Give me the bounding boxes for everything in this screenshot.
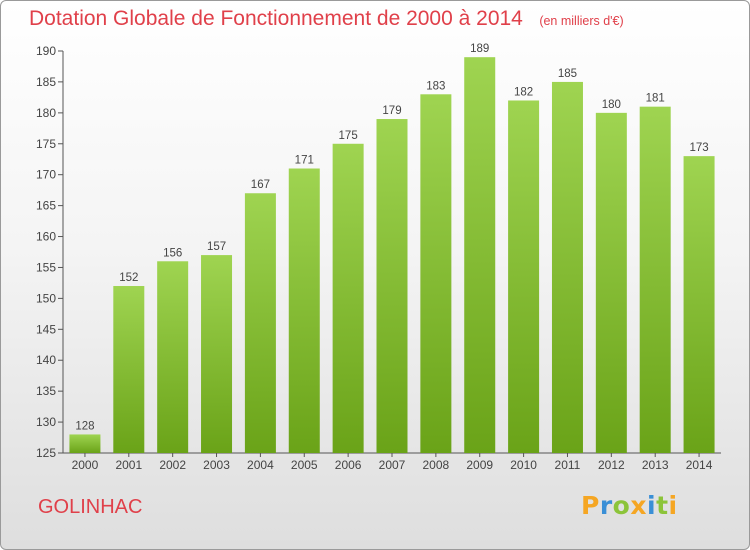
y-tick-label: 150 bbox=[36, 291, 56, 305]
bar bbox=[332, 143, 364, 453]
x-tick-label: 2008 bbox=[423, 458, 450, 472]
bar bbox=[113, 286, 145, 453]
bar bbox=[595, 112, 627, 453]
bar-value-label: 183 bbox=[426, 80, 445, 92]
y-tick-label: 170 bbox=[36, 168, 56, 182]
commune-name: GOLINHAC bbox=[38, 496, 143, 518]
y-tick-label: 130 bbox=[36, 415, 56, 429]
bars bbox=[69, 57, 715, 454]
x-tick-label: 2009 bbox=[466, 458, 493, 472]
x-tick-label: 2010 bbox=[510, 458, 537, 472]
bar bbox=[639, 106, 671, 454]
bar bbox=[551, 81, 583, 453]
bar bbox=[288, 168, 320, 453]
y-tick-label: 155 bbox=[36, 260, 56, 274]
chart-title: Dotation Globale de Fonctionnement de 20… bbox=[29, 7, 523, 30]
x-tick-label: 2007 bbox=[379, 458, 406, 472]
bar bbox=[201, 255, 233, 453]
bar bbox=[376, 119, 408, 454]
bar-value-label: 179 bbox=[382, 105, 401, 117]
x-tick-label: 2006 bbox=[335, 458, 362, 472]
x-tick-label: 2004 bbox=[247, 458, 274, 472]
y-tick-label: 125 bbox=[36, 446, 56, 460]
bar bbox=[464, 57, 496, 453]
bar-value-label: 167 bbox=[251, 179, 270, 191]
x-tick-label: 2001 bbox=[115, 458, 142, 472]
bar-value-label: 173 bbox=[689, 142, 708, 154]
y-tick-label: 135 bbox=[36, 384, 56, 398]
x-tick-label: 2002 bbox=[159, 458, 186, 472]
chart-unit: (en milliers d'€) bbox=[539, 14, 624, 28]
bar-value-label: 156 bbox=[163, 247, 182, 259]
bar-value-label: 152 bbox=[119, 272, 138, 284]
bar bbox=[157, 261, 189, 453]
bar bbox=[508, 100, 540, 453]
bar bbox=[420, 94, 452, 454]
bar-value-label: 175 bbox=[339, 130, 358, 142]
x-tick-label: 2011 bbox=[555, 458, 581, 472]
bar-value-label: 181 bbox=[646, 93, 665, 105]
bar-value-label: 180 bbox=[602, 99, 621, 111]
bar-value-label: 189 bbox=[470, 43, 489, 55]
bar-value-label: 171 bbox=[295, 155, 314, 167]
y-tick-label: 185 bbox=[36, 75, 56, 89]
y-tick-label: 190 bbox=[36, 44, 56, 58]
y-tick-label: 165 bbox=[36, 199, 56, 213]
bar bbox=[69, 434, 101, 453]
y-tick-label: 145 bbox=[36, 322, 56, 336]
y-tick-label: 175 bbox=[36, 137, 56, 151]
bar bbox=[683, 156, 715, 453]
data-labels: 128 152 156 157 167 171 175 179 183 189 182 185 180 1… bbox=[75, 43, 708, 432]
x-tick-label: 2014 bbox=[686, 458, 713, 472]
bar-value-label: 157 bbox=[207, 241, 226, 253]
x-tick-label: 2005 bbox=[291, 458, 318, 472]
proxiti-logo: Proxiti bbox=[581, 491, 678, 520]
x-tick-label: 2000 bbox=[72, 458, 99, 472]
bar bbox=[244, 193, 276, 453]
bar-value-label: 182 bbox=[514, 86, 533, 98]
x-tick-label: 2012 bbox=[598, 458, 625, 472]
y-tick-label: 160 bbox=[36, 230, 56, 244]
bar-value-label: 185 bbox=[558, 68, 577, 80]
x-tick-label: 2013 bbox=[642, 458, 669, 472]
x-tick-label: 2003 bbox=[203, 458, 230, 472]
bar-value-label: 128 bbox=[75, 420, 94, 432]
y-tick-label: 140 bbox=[36, 353, 56, 367]
title-row: Dotation Globale de Fonctionnement de 20… bbox=[29, 7, 624, 31]
y-tick-label: 180 bbox=[36, 106, 56, 120]
